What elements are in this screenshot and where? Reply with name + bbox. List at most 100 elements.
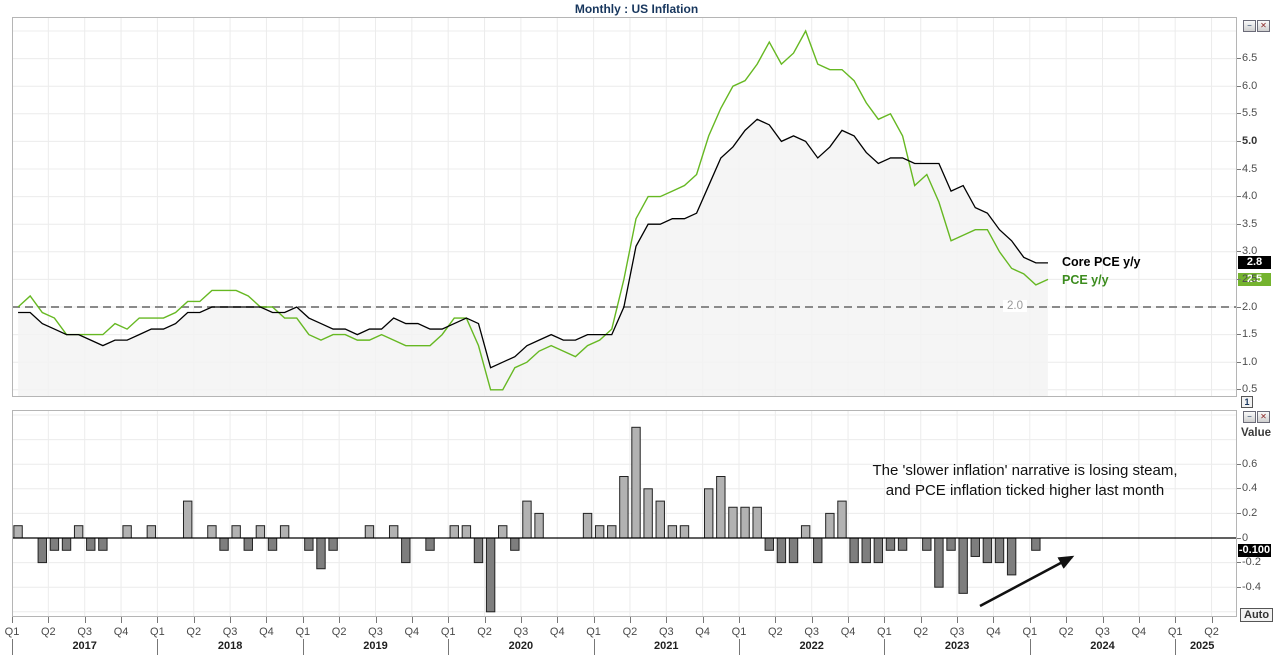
bar-month-70 [861, 537, 871, 564]
x-axis-year-separator [1175, 639, 1177, 655]
top-panel-border [12, 17, 1237, 397]
x-axis-quarter-label: Q1 [295, 626, 311, 638]
x-axis-year-label: 2017 [72, 640, 97, 652]
bar-month-84 [1031, 537, 1041, 551]
bar-month-76 [934, 537, 944, 588]
auto-scale-button[interactable]: Auto [1240, 608, 1273, 622]
bar-month-82 [1006, 537, 1017, 576]
x-axis-tick-mark [1138, 617, 1140, 623]
y-axis-tick-mark [1237, 306, 1241, 308]
x-axis-quarter-label: Q2 [1058, 626, 1074, 638]
y-axis-tick-mark [1237, 488, 1241, 490]
bar-month-64 [788, 537, 799, 564]
y-axis-tick-mark [1237, 278, 1241, 280]
bar-month-40 [498, 525, 508, 539]
annotation-line-1: The 'slower inflation' narrative is losi… [872, 462, 1178, 479]
x-axis-tick-mark [739, 617, 740, 623]
bar-month-22 [279, 525, 290, 539]
bar-month-48 [594, 525, 605, 539]
bar-month-17 [219, 537, 229, 551]
y-axis-tick-mark [1237, 463, 1241, 465]
pane-number-button[interactable]: 1 [1241, 396, 1253, 408]
bar-value-badge: -0.100 [1238, 544, 1271, 557]
bar-month-73 [897, 537, 908, 551]
y-axis-tick-mark [1237, 361, 1241, 363]
x-axis-quarter-label: Q4 [840, 626, 856, 638]
bar-month-72 [885, 537, 896, 551]
x-axis-year-separator [739, 639, 740, 655]
top-panel-minimize-button[interactable]: − [1243, 20, 1256, 32]
x-axis-tick-mark [993, 617, 995, 623]
bar-month-63 [776, 537, 787, 564]
top-panel-plot[interactable] [12, 17, 1237, 397]
y-axis-tick-label: 5.0 [1242, 134, 1258, 147]
y-axis-tick-label: 5.5 [1242, 107, 1258, 120]
x-axis-tick-mark [1029, 617, 1031, 623]
x-axis-tick-mark [1066, 617, 1068, 623]
bar-month-25 [316, 537, 326, 570]
bar-month-75 [922, 537, 932, 551]
bar-month-58 [716, 476, 726, 539]
x-axis-tick-mark [411, 617, 413, 623]
bar-month-0 [13, 525, 23, 539]
bar-month-67 [825, 512, 835, 539]
bottom-panel-close-button[interactable]: ✕ [1257, 411, 1270, 423]
x-axis-quarter-label: Q4 [113, 626, 129, 638]
bar-month-57 [704, 488, 714, 539]
bar-month-5 [73, 525, 84, 539]
y-axis-tick-label: 6.0 [1242, 79, 1258, 92]
y-axis-tick-label: -0.2 [1242, 556, 1261, 569]
y-axis-tick-mark [1237, 223, 1241, 225]
bottom-panel-minimize-button[interactable]: − [1243, 411, 1256, 423]
bar-month-24 [304, 537, 314, 551]
y-axis-tick-mark [1237, 85, 1241, 87]
x-axis-tick-mark [48, 617, 50, 623]
bar-month-66 [813, 537, 823, 564]
bar-month-51 [631, 426, 641, 539]
x-axis-quarter-label: Q3 [513, 626, 529, 638]
x-axis-year-label: 2025 [1189, 640, 1215, 652]
bar-month-41 [510, 537, 520, 551]
y-axis-tick-mark [1237, 58, 1241, 60]
x-axis-quarter-label: Q4 [259, 626, 274, 638]
bar-month-55 [679, 525, 690, 539]
x-axis-quarter-label: Q4 [986, 626, 1001, 638]
x-axis-quarter-label: Q1 [731, 626, 747, 638]
top-panel-close-button[interactable]: ✕ [1257, 20, 1270, 32]
x-axis-quarter-label: Q1 [440, 626, 456, 638]
y-axis-tick-label: 4.5 [1242, 162, 1258, 175]
chart-title: Monthly : US Inflation [574, 2, 699, 16]
bar-month-60 [740, 506, 750, 539]
x-axis-tick-mark [339, 617, 341, 623]
bar-month-71 [873, 537, 884, 564]
x-axis-year-separator [157, 639, 159, 655]
pce-value-badge: 2.5 [1238, 273, 1271, 286]
x-axis-tick-mark [193, 617, 195, 623]
x-axis-quarter-label: Q3 [222, 626, 238, 638]
bar-month-20 [255, 525, 266, 539]
y-axis-tick-mark [1237, 251, 1241, 253]
bar-month-9 [122, 525, 132, 539]
x-axis-tick-mark [230, 617, 232, 623]
bar-month-14 [182, 500, 193, 539]
x-axis-tick-mark [775, 617, 777, 623]
x-axis-quarter-label: Q2 [622, 626, 638, 638]
x-axis-tick-mark [848, 617, 850, 623]
x-axis-year-label: 2020 [508, 640, 534, 652]
x-axis-tick-mark [884, 617, 886, 623]
x-axis-quarter-label: Q3 [368, 626, 383, 638]
x-axis-quarter-label: Q2 [913, 626, 929, 638]
x-axis-year-label: 2022 [799, 640, 824, 652]
bottom-panel-plot[interactable] [12, 410, 1237, 617]
x-axis-quarter-label: Q1 [877, 626, 892, 638]
bar-month-32 [401, 537, 411, 564]
bar-month-42 [522, 500, 532, 539]
x-axis-quarter-label: Q2 [1204, 626, 1219, 638]
y-axis-tick-mark [1237, 562, 1241, 564]
x-axis-quarter-label: Q1 [150, 626, 165, 638]
x-axis-tick-mark [920, 617, 922, 623]
x-axis-quarter-label: Q2 [477, 626, 492, 638]
x-axis-tick-mark [157, 617, 159, 623]
x-axis-quarter-label: Q2 [768, 626, 783, 638]
bar-month-39 [485, 537, 496, 613]
